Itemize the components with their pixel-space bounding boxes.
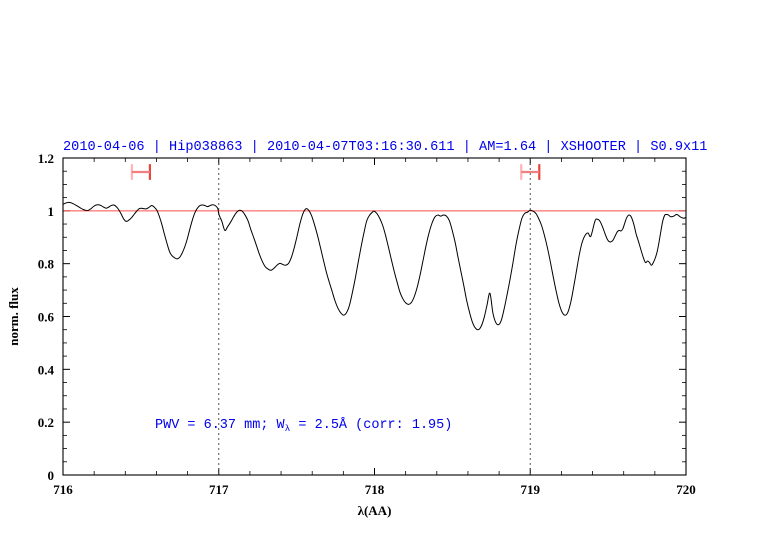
svg-text:0.4: 0.4 xyxy=(38,362,55,377)
svg-text:1: 1 xyxy=(48,204,55,219)
svg-text:norm. flux: norm. flux xyxy=(6,287,21,346)
svg-text:2010-04-06 | Hip038863 | 2010-: 2010-04-06 | Hip038863 | 2010-04-07T03:1… xyxy=(63,140,707,155)
svg-text:718: 718 xyxy=(365,482,385,497)
svg-text:719: 719 xyxy=(521,482,541,497)
svg-text:0.2: 0.2 xyxy=(38,415,54,430)
svg-text:717: 717 xyxy=(209,482,229,497)
svg-text:λ(AA): λ(AA) xyxy=(358,503,392,518)
svg-text:1.2: 1.2 xyxy=(38,151,54,166)
svg-text:PWV = 6.37 mm; Wλ = 2.5Å (corr: PWV = 6.37 mm; Wλ = 2.5Å (corr: 1.95) xyxy=(155,418,452,434)
svg-text:720: 720 xyxy=(676,482,696,497)
svg-text:0.6: 0.6 xyxy=(38,310,55,325)
svg-text:0.8: 0.8 xyxy=(38,257,55,272)
svg-text:0: 0 xyxy=(48,468,55,483)
svg-text:716: 716 xyxy=(53,482,73,497)
